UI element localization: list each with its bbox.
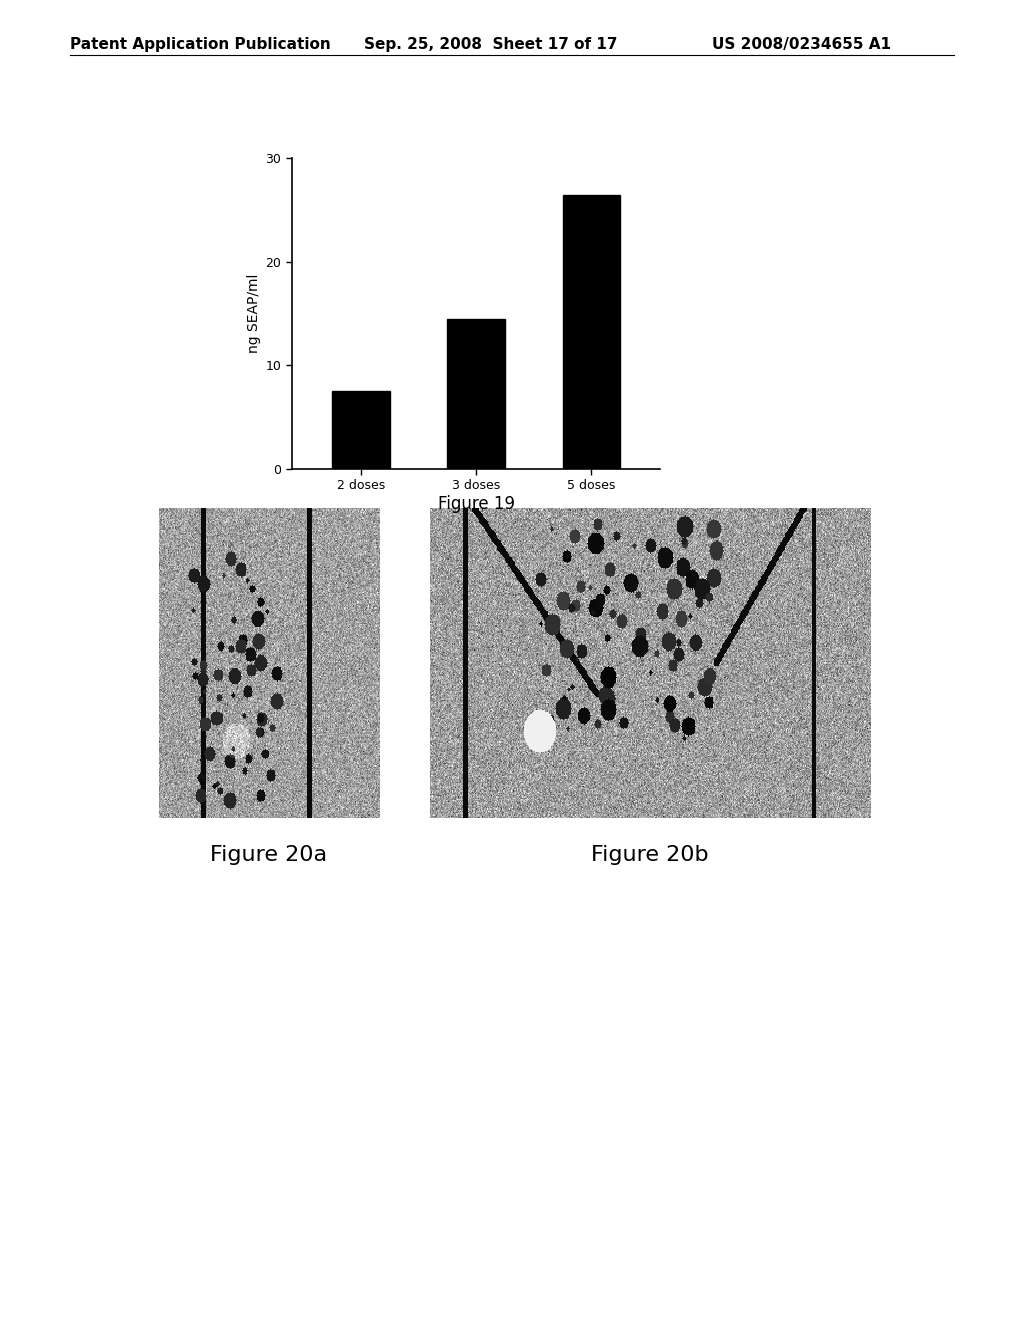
- Text: Figure 20b: Figure 20b: [592, 845, 709, 865]
- Text: Sep. 25, 2008  Sheet 17 of 17: Sep. 25, 2008 Sheet 17 of 17: [364, 37, 617, 51]
- Text: Figure 20a: Figure 20a: [210, 845, 327, 865]
- Text: Figure 19: Figure 19: [437, 495, 515, 513]
- Bar: [447, 318, 505, 469]
- Bar: [332, 391, 390, 469]
- Text: US 2008/0234655 A1: US 2008/0234655 A1: [712, 37, 891, 51]
- Y-axis label: ng SEAP/ml: ng SEAP/ml: [248, 273, 261, 354]
- Text: Patent Application Publication: Patent Application Publication: [70, 37, 331, 51]
- Bar: [562, 194, 621, 469]
